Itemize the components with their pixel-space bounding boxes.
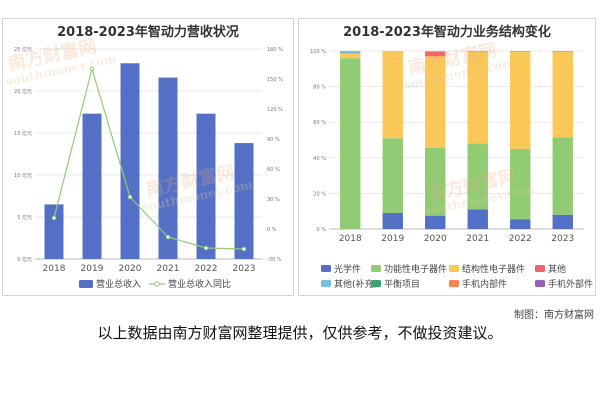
- legend-label: 其他: [548, 263, 566, 275]
- legend-label: 手机外部件: [548, 278, 593, 290]
- x-tick-label: 2023: [233, 264, 256, 274]
- business-structure-chart: 0 % 20 % 40 % 60 % 80 % 100 % 2018 2019 2020 2021…: [310, 49, 593, 290]
- stacked-bar-segment: [425, 51, 446, 57]
- legend-label: 功能性电子器件: [384, 263, 447, 275]
- y-tick-label: 20 亿元: [14, 88, 32, 95]
- stacked-bar-segment: [382, 138, 403, 213]
- stacked-bar-segment: [467, 51, 488, 52]
- yoy-point: [203, 245, 209, 251]
- stacked-bar-segment: [510, 51, 531, 149]
- legend-label: 光学件: [334, 263, 361, 275]
- legend-swatch: [449, 280, 459, 287]
- stacked-bar-segment: [425, 215, 446, 229]
- legend-swatch: [371, 280, 381, 287]
- legend-label: 其他(补充): [334, 278, 377, 290]
- stacked-bar-segment: [552, 214, 573, 229]
- x-tick-label: 2018: [43, 264, 66, 274]
- y-tick-label: 100 %: [310, 49, 326, 55]
- x-tick-label: 2021: [157, 264, 180, 274]
- x-tick-label: 2022: [195, 264, 218, 274]
- stacked-bar-segment: [425, 56, 446, 149]
- legend-swatch: [449, 265, 459, 272]
- revenue-chart: 0 亿元 5 亿元 10 亿元 15 亿元 20 亿元 25 亿元 -30 % 0 % 30 %…: [14, 46, 283, 290]
- y-tick-label: 5 亿元: [17, 214, 32, 221]
- yoy-line: [53, 66, 245, 250]
- stacked-bar-segment: [467, 51, 488, 144]
- y2-tick-label: -30 %: [267, 257, 282, 263]
- yoy-point: [89, 66, 95, 72]
- y-tick-label: 0 亿元: [17, 256, 32, 263]
- stacked-bar-segment: [467, 143, 488, 210]
- stacked-bar-segment: [382, 51, 403, 139]
- y2-tick-label: 60 %: [267, 167, 280, 173]
- bar: [120, 63, 140, 259]
- bar: [234, 143, 254, 259]
- business-structure-chart-title: 2018-2023年智动力业务结构变化: [343, 25, 551, 40]
- stacked-bar-segment: [425, 51, 446, 52]
- y2-tick-label: 150 %: [267, 77, 283, 83]
- stacked-bar-segment: [425, 148, 446, 216]
- legend-swatch: [79, 280, 93, 288]
- disclaimer-text: 以上数据由南方财富网整理提供，仅供参考，不做投资建议。: [97, 324, 503, 342]
- stacked-bar-segment: [510, 219, 531, 229]
- x-tick-label: 2019: [81, 264, 104, 274]
- stacked-bar-segment: [552, 137, 573, 215]
- bar: [44, 204, 64, 259]
- y2-tick-label: 180 %: [267, 47, 283, 53]
- legend-label: 营业总收入: [96, 278, 141, 290]
- stacked-bar-segment: [552, 51, 573, 52]
- legend-label: 平衡项目: [384, 278, 420, 290]
- legend-swatch: [154, 281, 160, 287]
- stacked-bar-segment: [340, 53, 361, 59]
- y2-tick-label: 30 %: [267, 197, 280, 203]
- x-tick-label: 2018: [339, 234, 362, 244]
- legend-label: 手机内部件: [462, 278, 507, 290]
- y-tick-label: 40 %: [313, 156, 326, 162]
- stacked-bar-segment: [510, 51, 531, 52]
- x-tick-label: 2023: [551, 234, 574, 244]
- chart-credit: 制图：南方财富网: [514, 310, 594, 321]
- y2-tick-label: 120 %: [267, 107, 283, 113]
- y-tick-label: 15 亿元: [14, 130, 32, 137]
- y2-tick-label: 0 %: [267, 227, 277, 233]
- stacked-bar-segment: [467, 209, 488, 229]
- y-tick-label: 20 %: [313, 191, 326, 197]
- bar: [82, 113, 102, 260]
- stacked-bar-segment: [340, 58, 361, 230]
- x-tick-label: 2020: [424, 234, 447, 244]
- legend-swatch: [321, 265, 331, 272]
- legend-swatch: [321, 280, 331, 287]
- stacked-bar-segment: [552, 51, 573, 138]
- y-tick-label: 10 亿元: [14, 172, 32, 179]
- x-tick-label: 2019: [381, 234, 404, 244]
- business-structure-chart-panel: 2018-2023年智动力业务结构变化 0 % 20 % 40 % 60 % 80 % 1…: [298, 18, 596, 296]
- yoy-point: [165, 234, 171, 240]
- y-tick-label: 80 %: [313, 85, 326, 91]
- yoy-point: [127, 194, 133, 200]
- x-tick-label: 2022: [509, 234, 532, 244]
- stacked-bar-segment: [340, 51, 361, 54]
- y2-tick-label: 90 %: [267, 137, 280, 143]
- y-tick-label: 25 亿元: [14, 46, 32, 53]
- yoy-point: [241, 246, 247, 252]
- legend-label: 营业总收入同比: [168, 278, 231, 290]
- revenue-chart-title: 2018-2023年智动力营收状况: [57, 25, 239, 40]
- stacked-bar-segment: [510, 148, 531, 220]
- revenue-chart-panel: 2018-2023年智动力营收状况 0 亿元 5 亿元 10 亿元 15 亿元 20 亿…: [2, 18, 294, 296]
- bar: [196, 113, 216, 260]
- stacked-bar-segment: [382, 212, 403, 229]
- y-tick-label: 0 %: [316, 227, 326, 233]
- legend-swatch: [535, 280, 545, 287]
- legend-swatch: [535, 265, 545, 272]
- legend-swatch: [371, 265, 381, 272]
- bar: [158, 77, 178, 259]
- x-tick-label: 2020: [119, 264, 142, 274]
- y-tick-label: 60 %: [313, 120, 326, 126]
- yoy-point: [51, 215, 57, 221]
- x-tick-label: 2021: [466, 234, 489, 244]
- legend-label: 结构性电子器件: [462, 263, 525, 275]
